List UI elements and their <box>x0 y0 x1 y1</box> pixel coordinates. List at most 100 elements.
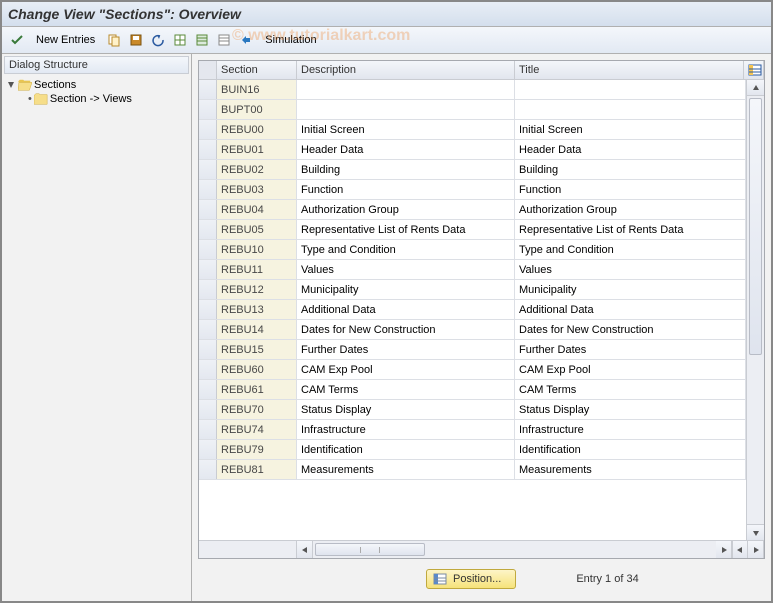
scroll-track[interactable] <box>747 96 764 524</box>
cell-section[interactable]: REBU60 <box>217 360 297 379</box>
cell-title[interactable]: Representative List of Rents Data <box>515 220 746 239</box>
row-selector[interactable] <box>199 460 217 479</box>
cell-section[interactable]: REBU05 <box>217 220 297 239</box>
cell-title[interactable]: Additional Data <box>515 300 746 319</box>
cell-description[interactable]: Initial Screen <box>297 120 515 139</box>
cell-title[interactable]: Authorization Group <box>515 200 746 219</box>
grid-config-button[interactable] <box>744 61 764 79</box>
cell-section[interactable]: REBU03 <box>217 180 297 199</box>
cell-description[interactable]: Status Display <box>297 400 515 419</box>
cell-description[interactable]: Building <box>297 160 515 179</box>
hscroll-track[interactable] <box>313 541 716 558</box>
cell-title[interactable]: Identification <box>515 440 746 459</box>
scroll-up-button[interactable] <box>747 80 764 96</box>
row-selector[interactable] <box>199 440 217 459</box>
cell-section[interactable]: REBU12 <box>217 280 297 299</box>
scroll-right-end-button[interactable] <box>748 541 764 558</box>
cell-title[interactable]: Municipality <box>515 280 746 299</box>
check-icon[interactable] <box>8 31 26 49</box>
cell-section[interactable]: BUIN16 <box>217 80 297 99</box>
select-all-icon[interactable] <box>193 31 211 49</box>
table-row[interactable]: REBU14Dates for New ConstructionDates fo… <box>199 320 764 340</box>
cell-section[interactable]: REBU61 <box>217 380 297 399</box>
hscroll-thumb[interactable] <box>315 543 425 556</box>
new-entries-button[interactable]: New Entries <box>30 34 101 46</box>
row-selector[interactable] <box>199 280 217 299</box>
cell-section[interactable]: REBU00 <box>217 120 297 139</box>
table-row[interactable]: REBU04Authorization GroupAuthorization G… <box>199 200 764 220</box>
table-row[interactable]: REBU12MunicipalityMunicipality <box>199 280 764 300</box>
table-row[interactable]: REBU13Additional DataAdditional Data <box>199 300 764 320</box>
cell-title[interactable]: Measurements <box>515 460 746 479</box>
cell-title[interactable] <box>515 100 746 119</box>
cell-description[interactable]: CAM Terms <box>297 380 515 399</box>
cell-title[interactable]: Infrastructure <box>515 420 746 439</box>
row-selector[interactable] <box>199 80 217 99</box>
cell-title[interactable]: Values <box>515 260 746 279</box>
cell-section[interactable]: REBU14 <box>217 320 297 339</box>
expand-icon[interactable] <box>237 31 255 49</box>
cell-description[interactable]: CAM Exp Pool <box>297 360 515 379</box>
table-row[interactable]: BUIN16 <box>199 80 764 100</box>
row-selector[interactable] <box>199 240 217 259</box>
row-selector[interactable] <box>199 200 217 219</box>
horizontal-scrollbar[interactable] <box>199 540 764 558</box>
cell-description[interactable]: Dates for New Construction <box>297 320 515 339</box>
cell-title[interactable]: Type and Condition <box>515 240 746 259</box>
table-row[interactable]: REBU03FunctionFunction <box>199 180 764 200</box>
cell-description[interactable]: Representative List of Rents Data <box>297 220 515 239</box>
table-row[interactable]: REBU61CAM TermsCAM Terms <box>199 380 764 400</box>
undo-icon[interactable] <box>149 31 167 49</box>
grid-header-selector[interactable] <box>199 61 217 79</box>
cell-section[interactable]: REBU13 <box>217 300 297 319</box>
row-selector[interactable] <box>199 360 217 379</box>
table-row[interactable]: REBU15Further DatesFurther Dates <box>199 340 764 360</box>
cell-description[interactable]: Further Dates <box>297 340 515 359</box>
row-selector[interactable] <box>199 120 217 139</box>
grid-header-description[interactable]: Description <box>297 61 515 79</box>
cell-title[interactable]: Status Display <box>515 400 746 419</box>
cell-section[interactable]: BUPT00 <box>217 100 297 119</box>
row-selector[interactable] <box>199 300 217 319</box>
tree-root-sections[interactable]: Sections <box>6 78 187 92</box>
table-row[interactable]: REBU00Initial ScreenInitial Screen <box>199 120 764 140</box>
cell-title[interactable]: CAM Terms <box>515 380 746 399</box>
table-row[interactable]: REBU05Representative List of Rents DataR… <box>199 220 764 240</box>
table-row[interactable]: REBU81MeasurementsMeasurements <box>199 460 764 480</box>
cell-description[interactable] <box>297 80 515 99</box>
cell-title[interactable]: Initial Screen <box>515 120 746 139</box>
grid-header-title[interactable]: Title <box>515 61 744 79</box>
cell-description[interactable]: Identification <box>297 440 515 459</box>
cell-section[interactable]: REBU74 <box>217 420 297 439</box>
cell-section[interactable]: REBU04 <box>217 200 297 219</box>
grid-header-section[interactable]: Section <box>217 61 297 79</box>
table-row[interactable]: BUPT00 <box>199 100 764 120</box>
copy-icon[interactable] <box>105 31 123 49</box>
table-row[interactable]: REBU02BuildingBuilding <box>199 160 764 180</box>
cell-section[interactable]: REBU01 <box>217 140 297 159</box>
cell-section[interactable]: REBU70 <box>217 400 297 419</box>
table-row[interactable]: REBU01Header DataHeader Data <box>199 140 764 160</box>
table-row[interactable]: REBU10Type and ConditionType and Conditi… <box>199 240 764 260</box>
table-row[interactable]: REBU60CAM Exp PoolCAM Exp Pool <box>199 360 764 380</box>
cell-description[interactable]: Type and Condition <box>297 240 515 259</box>
tree-child-views[interactable]: • Section -> Views <box>6 92 187 106</box>
row-selector[interactable] <box>199 160 217 179</box>
cell-description[interactable]: Municipality <box>297 280 515 299</box>
cell-description[interactable] <box>297 100 515 119</box>
row-selector[interactable] <box>199 400 217 419</box>
table-row[interactable]: REBU74InfrastructureInfrastructure <box>199 420 764 440</box>
position-button[interactable]: Position... <box>426 569 516 589</box>
row-selector[interactable] <box>199 220 217 239</box>
cell-title[interactable]: CAM Exp Pool <box>515 360 746 379</box>
table-row[interactable]: REBU79IdentificationIdentification <box>199 440 764 460</box>
save-icon[interactable] <box>127 31 145 49</box>
scroll-down-button[interactable] <box>747 524 764 540</box>
row-selector[interactable] <box>199 380 217 399</box>
grid-icon[interactable] <box>171 31 189 49</box>
scroll-left-button[interactable] <box>297 541 313 558</box>
cell-section[interactable]: REBU79 <box>217 440 297 459</box>
row-selector[interactable] <box>199 260 217 279</box>
row-selector[interactable] <box>199 140 217 159</box>
vertical-scrollbar[interactable] <box>746 80 764 540</box>
